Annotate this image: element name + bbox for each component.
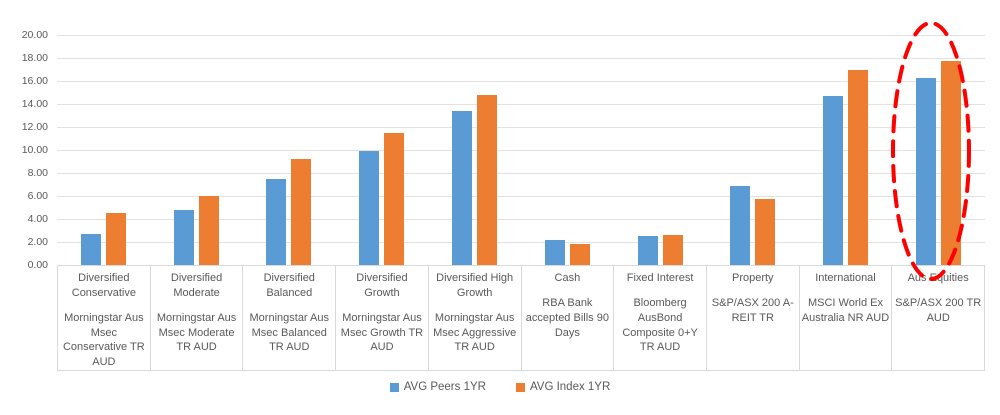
plot-area — [57, 35, 985, 265]
x-label-cell: Property S&P/ASX 200 A-REIT TR — [705, 266, 799, 370]
bar-avg-index-1yr[interactable] — [755, 199, 776, 265]
y-tick-label: 0.00 — [27, 259, 48, 271]
x-axis-category-labels: Diversified Conservative Morningstar Aus … — [57, 265, 985, 371]
category-name: Diversified Moderate — [170, 272, 223, 299]
bar-avg-index-1yr[interactable] — [384, 132, 405, 265]
bar-avg-peers-1yr[interactable] — [173, 209, 194, 265]
gridline — [57, 173, 985, 174]
bar-group-property — [707, 35, 800, 265]
gridline — [57, 242, 985, 243]
bar-group-diversified-moderate — [150, 35, 243, 265]
bar-group-aus-equities — [892, 35, 985, 265]
category-index-name: S&P/ASX 200 TR AUD — [895, 296, 982, 324]
bar-avg-peers-1yr[interactable] — [80, 233, 101, 265]
x-label-cell: Fixed Interest Bloomberg AusBond Composit… — [613, 266, 706, 370]
x-label-cell: Diversified High Growth Morningstar Aus M… — [427, 266, 521, 370]
bar-group-diversified-high-growth — [428, 35, 521, 265]
y-tick-label: 18.00 — [21, 52, 48, 64]
gridline — [57, 127, 985, 128]
bar-avg-index-1yr[interactable] — [662, 235, 683, 265]
category-index-name: MSCI World Ex Australia NR AUD — [801, 296, 890, 324]
gridline — [57, 81, 985, 82]
bar-avg-index-1yr[interactable] — [941, 61, 962, 265]
bar-avg-peers-1yr[interactable] — [730, 185, 751, 265]
bar-avg-index-1yr[interactable] — [848, 69, 869, 265]
legend-swatch-orange-icon — [515, 382, 525, 392]
category-name: Diversified Balanced — [263, 272, 315, 299]
legend-item-avg-peers[interactable]: AVG Peers 1YR — [389, 381, 486, 393]
bar-group-fixed-interest — [614, 35, 707, 265]
category-index-name: RBA Bank accepted Bills 90 Days — [525, 296, 609, 339]
y-tick-label: 20.00 — [21, 29, 48, 41]
x-label-cell: Diversified Growth Morningstar Aus Msec G… — [335, 266, 428, 370]
category-name: Cash — [554, 272, 581, 284]
legend: AVG Peers 1YR AVG Index 1YR — [0, 381, 1000, 393]
gridline — [57, 35, 985, 36]
legend-item-avg-index[interactable]: AVG Index 1YR — [515, 381, 611, 393]
category-name: International — [815, 272, 876, 284]
category-name: Fixed Interest — [626, 272, 694, 284]
category-index-name: S&P/ASX 200 A-REIT TR — [711, 296, 794, 324]
x-label-cell: Aus Equities S&P/ASX 200 TR AUD — [891, 266, 984, 370]
category-index-name: Morningstar Aus Msec Balanced TR AUD — [249, 311, 329, 354]
category-index-name: Morningstar Aus Msec Growth TR AUD — [340, 311, 424, 354]
bar-group-diversified-conservative — [57, 35, 150, 265]
y-tick-label: 12.00 — [21, 121, 48, 133]
gridline — [57, 150, 985, 151]
y-tick-label: 14.00 — [21, 98, 48, 110]
legend-label: AVG Index 1YR — [529, 381, 611, 393]
gridline — [57, 219, 985, 220]
bar-avg-peers-1yr[interactable] — [266, 178, 287, 265]
category-index-name: Morningstar Aus Msec Conservative TR AUD — [62, 311, 145, 369]
bar-avg-peers-1yr[interactable] — [916, 77, 937, 265]
bar-avg-peers-1yr[interactable] — [452, 110, 473, 265]
x-label-cell: Diversified Balanced Morningstar Aus Msec… — [242, 266, 335, 370]
y-tick-label: 6.00 — [27, 190, 48, 202]
category-name: Diversified High Growth — [436, 272, 514, 299]
y-tick-label: 8.00 — [27, 167, 48, 179]
bar-avg-index-1yr[interactable] — [105, 213, 126, 265]
y-tick-label: 16.00 — [21, 75, 48, 87]
category-index-name: Morningstar Aus Msec Moderate TR AUD — [156, 311, 237, 354]
gridline — [57, 196, 985, 197]
category-index-name: Morningstar Aus Msec Aggressive TR AUD — [433, 311, 517, 354]
y-tick-label: 10.00 — [21, 144, 48, 156]
bar-avg-index-1yr[interactable] — [291, 159, 312, 265]
x-label-cell: Diversified Conservative Morningstar Aus … — [57, 266, 150, 370]
legend-label: AVG Peers 1YR — [403, 381, 486, 393]
x-label-cell: Cash RBA Bank accepted Bills 90 Days — [520, 266, 614, 370]
bar-avg-peers-1yr[interactable] — [823, 95, 844, 265]
bar-groups — [57, 35, 985, 265]
category-index-name: Bloomberg AusBond Composite 0+Y TR AUD — [622, 296, 698, 354]
bar-avg-peers-1yr[interactable] — [637, 236, 658, 265]
gridline — [57, 104, 985, 105]
bar-avg-index-1yr[interactable] — [477, 94, 498, 265]
legend-swatch-blue-icon — [389, 382, 399, 392]
bar-group-cash — [521, 35, 614, 265]
y-tick-label: 2.00 — [27, 236, 48, 248]
category-name: Diversified Conservative — [71, 272, 136, 299]
category-name: Property — [731, 272, 774, 284]
y-tick-label: 4.00 — [27, 213, 48, 225]
category-name: Aus Equities — [907, 272, 969, 284]
gridline — [57, 58, 985, 59]
bar-avg-peers-1yr[interactable] — [359, 151, 380, 265]
x-label-cell: Diversified Moderate Morningstar Aus Msec… — [149, 266, 243, 370]
bar-avg-index-1yr[interactable] — [569, 244, 590, 265]
bar-group-diversified-balanced — [243, 35, 336, 265]
bar-avg-index-1yr[interactable] — [198, 196, 219, 265]
bar-group-international — [799, 35, 892, 265]
bar-group-diversified-growth — [335, 35, 428, 265]
x-label-cell: International MSCI World Ex Australia NR … — [798, 266, 892, 370]
bar-avg-peers-1yr[interactable] — [544, 239, 565, 265]
category-name: Diversified Growth — [356, 272, 408, 299]
